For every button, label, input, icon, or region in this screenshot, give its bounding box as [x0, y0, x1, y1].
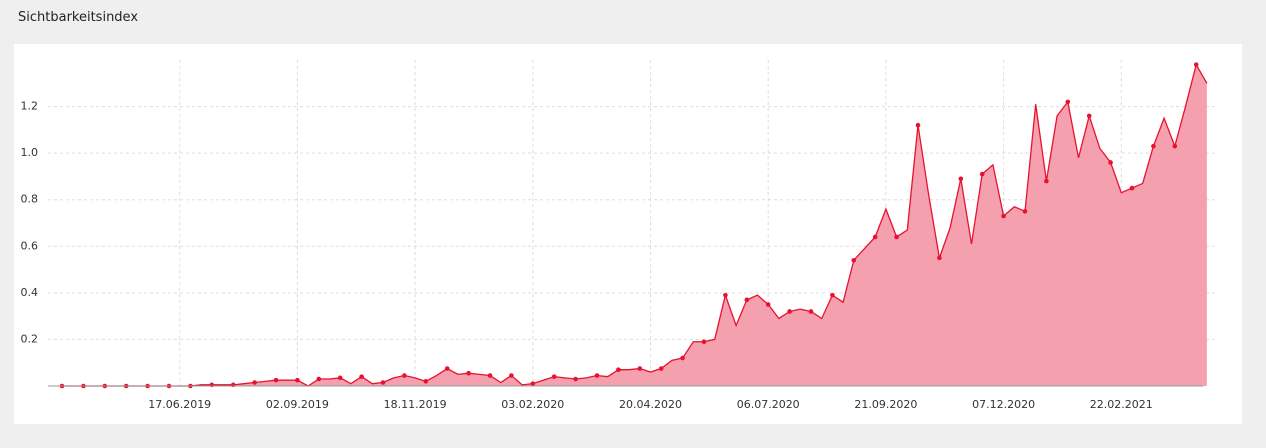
point: [1065, 99, 1071, 105]
point: [765, 302, 771, 307]
point: [295, 377, 300, 383]
point: [1001, 213, 1006, 219]
point: [723, 292, 728, 298]
x-tick-label: 06.07.2020: [737, 398, 800, 411]
point: [316, 376, 322, 382]
point: [658, 366, 664, 371]
point: [1108, 160, 1113, 165]
point: [894, 234, 899, 240]
point: [787, 309, 792, 314]
point: [830, 292, 835, 298]
x-tick-label: 21.09.2020: [854, 398, 917, 411]
point: [1022, 209, 1028, 214]
x-tick-label: 03.02.2020: [501, 398, 564, 411]
point: [402, 373, 407, 378]
area-fill: [48, 64, 1207, 387]
point: [273, 377, 279, 383]
x-tick-label: 17.06.2019: [148, 398, 211, 411]
y-tick-label: 0.6: [21, 239, 39, 252]
x-tick-label: 02.09.2019: [266, 398, 329, 411]
point: [1193, 62, 1199, 67]
point: [487, 373, 493, 378]
point: [380, 380, 386, 385]
point: [851, 257, 857, 263]
x-tick-label: 18.11.2019: [384, 398, 447, 411]
x-tick-label: 20.04.2020: [619, 398, 682, 411]
point: [958, 176, 964, 182]
y-tick-label: 0.2: [21, 332, 39, 345]
point: [594, 373, 600, 378]
chart-title: Sichtbarkeitsindex: [18, 10, 139, 25]
x-tick-label: 07.12.2020: [972, 398, 1035, 411]
point: [1044, 178, 1049, 184]
point: [1151, 143, 1156, 149]
y-tick-label: 0.8: [21, 193, 39, 206]
point: [915, 122, 921, 128]
y-tick-label: 1.2: [21, 100, 39, 113]
point: [872, 234, 878, 240]
point: [1172, 143, 1178, 149]
point: [1086, 113, 1092, 119]
x-tick-label: 22.02.2021: [1090, 398, 1153, 411]
point: [444, 366, 450, 371]
y-tick-label: 0.4: [21, 286, 39, 299]
point: [1129, 185, 1135, 191]
point: [509, 373, 514, 378]
point: [637, 366, 643, 371]
point: [680, 355, 685, 361]
point: [701, 339, 707, 345]
point: [466, 370, 471, 376]
point: [744, 297, 750, 303]
point: [937, 255, 942, 261]
point: [551, 374, 557, 379]
point: [337, 375, 343, 381]
point: [530, 381, 536, 386]
point: [252, 380, 257, 385]
point: [979, 171, 985, 177]
point: [808, 309, 814, 314]
point: [359, 374, 364, 379]
point: [573, 376, 578, 382]
point: [616, 367, 621, 373]
point: [423, 379, 429, 384]
y-tick-label: 1.0: [21, 146, 39, 159]
